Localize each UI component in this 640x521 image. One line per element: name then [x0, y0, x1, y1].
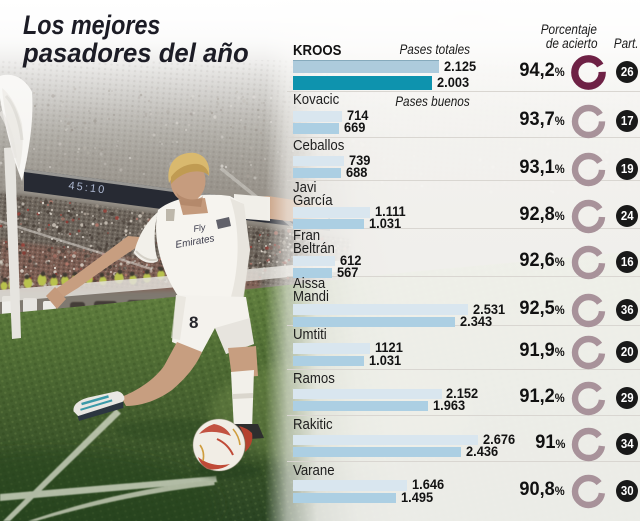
- svg-text:Fly: Fly: [193, 222, 207, 234]
- svg-text:8: 8: [189, 313, 198, 332]
- svg-text:45:10: 45:10: [68, 180, 105, 196]
